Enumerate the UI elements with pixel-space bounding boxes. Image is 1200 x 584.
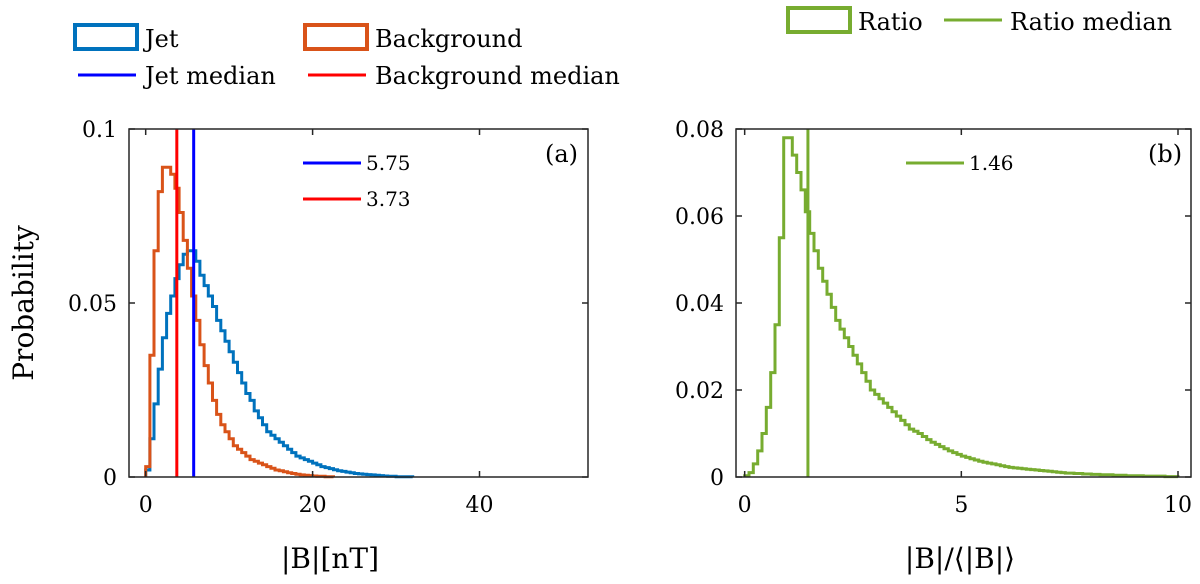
legend-right: Ratio Ratio median [786, 6, 1172, 36]
panel-a-ticks: 0 20 40 0 0.05 0.1 [68, 118, 588, 518]
legend-jet-label: Jet [142, 25, 179, 53]
y-tick-label: 0.02 [675, 379, 724, 404]
y-tick-label: 0.05 [68, 292, 117, 317]
y-tick-label: 0.04 [675, 292, 724, 317]
histogram-series-ratio [743, 136, 1180, 479]
x-tick-label: 0 [738, 493, 752, 518]
y-tick-label: 0.08 [675, 118, 724, 143]
legend-ratio-label: Ratio [858, 8, 923, 36]
panel-b-label: (b) [1148, 140, 1182, 168]
y-tick-label: 0 [710, 466, 724, 491]
legend-jet-swatch [73, 23, 139, 51]
histogram-series-jet [144, 249, 415, 479]
panel-a-y-axis-label: Probability [7, 225, 40, 381]
x-tick-label: 20 [299, 493, 327, 518]
panel-a-curves [144, 165, 415, 479]
x-tick-label: 40 [466, 493, 494, 518]
panel-b-x-axis-label: |B|/⟨|B|⟩ [905, 542, 1015, 575]
panel-b: 0 5 10 0 0.02 0.04 0.06 0.08 (b) 1.46 |B|/⟨|B|⟩ [675, 118, 1192, 575]
panel-b-curves [743, 136, 1180, 479]
legend-left: Jet Background Jet median Background med… [73, 23, 620, 90]
panel-a-label: (a) [545, 140, 578, 168]
y-tick-label: 0.06 [675, 205, 724, 230]
inner-legend-ratio-median-value: 1.46 [969, 151, 1014, 175]
legend-background-median-label: Background median [375, 62, 620, 90]
panel-a-inner-legend: 5.75 3.73 [303, 151, 411, 211]
legend-ratio-swatch [786, 6, 852, 34]
panel-a-medians [175, 129, 196, 477]
panel-a-axes-box [128, 128, 589, 478]
panel-a-x-axis-label: |B|[nT] [281, 542, 379, 575]
panel-b-axes-box [735, 128, 1192, 478]
panel-b-inner-legend: 1.46 [906, 151, 1014, 175]
legend-background-swatch [303, 23, 369, 51]
y-tick-label: 0 [103, 466, 117, 491]
panel-b-ticks: 0 5 10 0 0.02 0.04 0.06 0.08 [675, 118, 1192, 518]
legend-jet-median-label: Jet median [142, 62, 276, 90]
inner-legend-jet-median-value: 5.75 [366, 151, 411, 175]
y-tick-label: 0.1 [82, 118, 117, 143]
x-tick-label: 0 [139, 493, 153, 518]
panel-a: 0 20 40 0 0.05 0.1 (a) 5.75 3.73 |B|[nT] Prob… [7, 118, 589, 575]
inner-legend-background-median-value: 3.73 [366, 187, 411, 211]
legend-background-label: Background [375, 25, 523, 53]
x-tick-label: 5 [954, 493, 968, 518]
x-tick-label: 10 [1164, 493, 1192, 518]
histogram-series-background [144, 165, 335, 479]
legend-ratio-median-label: Ratio median [1010, 8, 1172, 36]
